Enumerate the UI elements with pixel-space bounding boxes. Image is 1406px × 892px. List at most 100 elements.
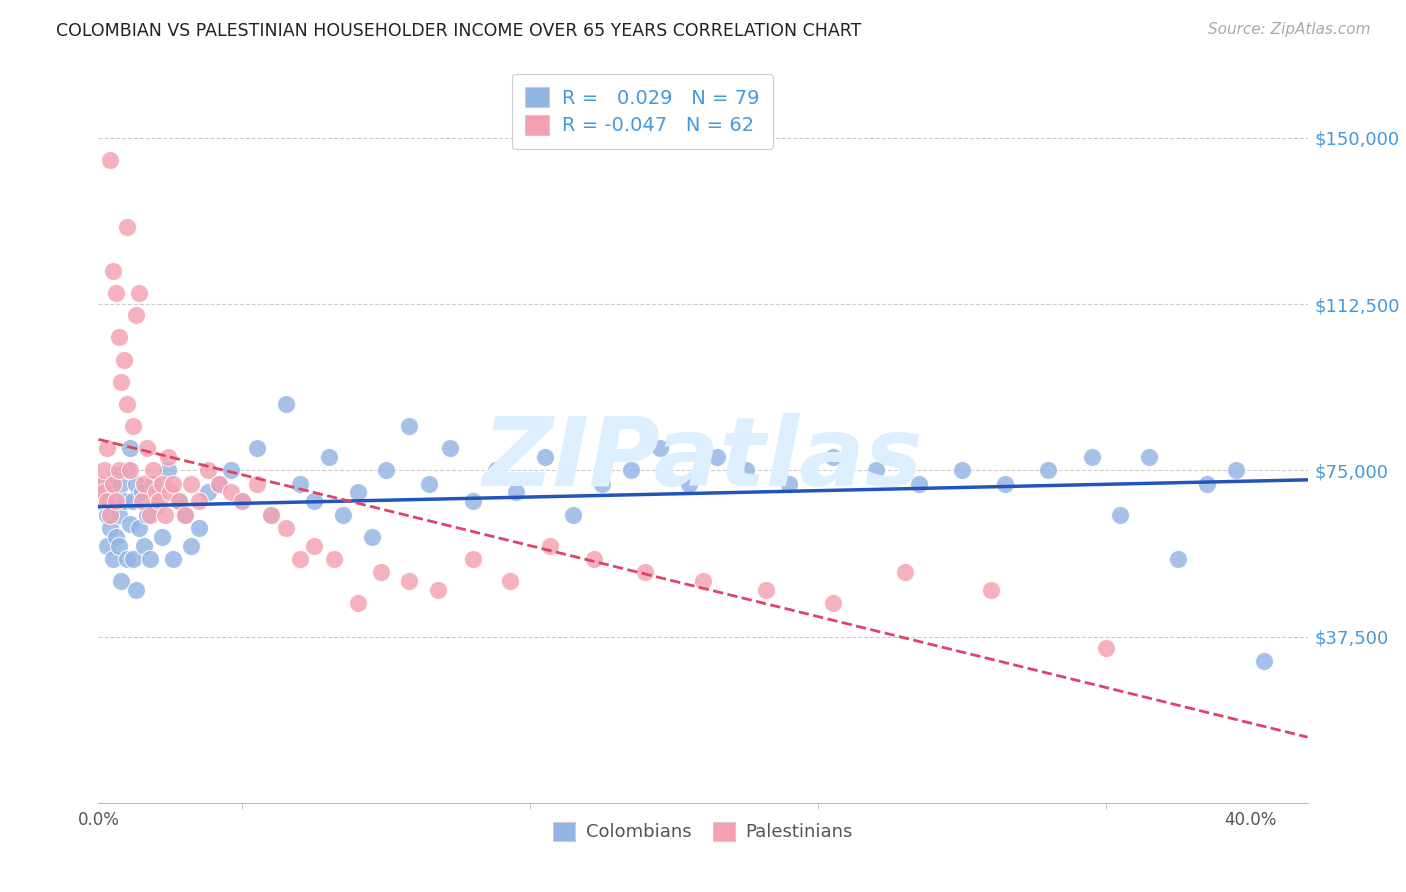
Point	[134, 476, 156, 491]
Point	[110, 574, 132, 589]
Point	[115, 552, 138, 566]
Point	[485, 463, 508, 477]
Point	[159, 485, 181, 500]
Point	[112, 494, 135, 508]
Point	[219, 485, 242, 500]
Point	[150, 530, 173, 544]
Point	[370, 566, 392, 580]
Text: ZIPatlas: ZIPatlas	[482, 412, 924, 506]
Point	[139, 552, 162, 566]
Point	[110, 375, 132, 389]
Point	[96, 494, 118, 508]
Point	[398, 419, 420, 434]
Text: COLOMBIAN VS PALESTINIAN HOUSEHOLDER INCOME OVER 65 YEARS CORRELATION CHART: COLOMBIAN VS PALESTINIAN HOUSEHOLDER INC…	[56, 22, 862, 40]
Point	[162, 476, 184, 491]
Point	[180, 476, 202, 491]
Point	[648, 441, 671, 455]
Point	[104, 467, 127, 482]
Point	[755, 582, 778, 597]
Point	[288, 552, 311, 566]
Point	[304, 539, 326, 553]
Point	[156, 463, 179, 477]
Point	[98, 153, 121, 167]
Point	[96, 508, 118, 522]
Point	[131, 494, 153, 508]
Point	[908, 476, 931, 491]
Point	[246, 441, 269, 455]
Point	[136, 441, 159, 455]
Point	[173, 508, 195, 522]
Point	[128, 521, 150, 535]
Point	[107, 539, 129, 553]
Point	[101, 264, 124, 278]
Point	[260, 508, 283, 522]
Point	[893, 566, 915, 580]
Point	[620, 463, 643, 477]
Point	[139, 508, 162, 522]
Point	[1095, 640, 1118, 655]
Point	[231, 494, 253, 508]
Point	[112, 352, 135, 367]
Point	[125, 308, 148, 322]
Point	[582, 552, 605, 566]
Point	[980, 582, 1002, 597]
Point	[219, 463, 242, 477]
Point	[110, 476, 132, 491]
Point	[538, 539, 561, 553]
Point	[145, 499, 167, 513]
Point	[323, 552, 346, 566]
Point	[107, 508, 129, 522]
Point	[90, 476, 112, 491]
Point	[188, 521, 211, 535]
Point	[231, 494, 253, 508]
Point	[96, 441, 118, 455]
Point	[167, 494, 190, 508]
Point	[1109, 508, 1132, 522]
Point	[318, 450, 340, 464]
Point	[678, 476, 700, 491]
Point	[398, 574, 420, 589]
Point	[125, 582, 148, 597]
Point	[692, 574, 714, 589]
Point	[706, 450, 728, 464]
Point	[104, 494, 127, 508]
Point	[332, 508, 354, 522]
Point	[136, 508, 159, 522]
Point	[260, 508, 283, 522]
Point	[634, 566, 657, 580]
Point	[98, 508, 121, 522]
Point	[304, 494, 326, 508]
Point	[101, 552, 124, 566]
Point	[735, 463, 758, 477]
Point	[439, 441, 461, 455]
Point	[346, 596, 368, 610]
Point	[1167, 552, 1189, 566]
Point	[533, 450, 555, 464]
Point	[1253, 654, 1275, 668]
Point	[1038, 463, 1060, 477]
Point	[180, 539, 202, 553]
Point	[505, 485, 527, 500]
Point	[101, 499, 124, 513]
Point	[1225, 463, 1247, 477]
Point	[107, 330, 129, 344]
Point	[98, 521, 121, 535]
Point	[142, 463, 165, 477]
Point	[173, 508, 195, 522]
Point	[418, 476, 440, 491]
Point	[93, 476, 115, 491]
Point	[197, 463, 219, 477]
Point	[131, 485, 153, 500]
Point	[156, 450, 179, 464]
Point	[128, 285, 150, 300]
Point	[167, 494, 190, 508]
Point	[1080, 450, 1102, 464]
Point	[120, 441, 142, 455]
Point	[104, 530, 127, 544]
Point	[461, 552, 484, 566]
Point	[115, 219, 138, 234]
Point	[104, 285, 127, 300]
Point	[115, 397, 138, 411]
Point	[150, 476, 173, 491]
Point	[188, 494, 211, 508]
